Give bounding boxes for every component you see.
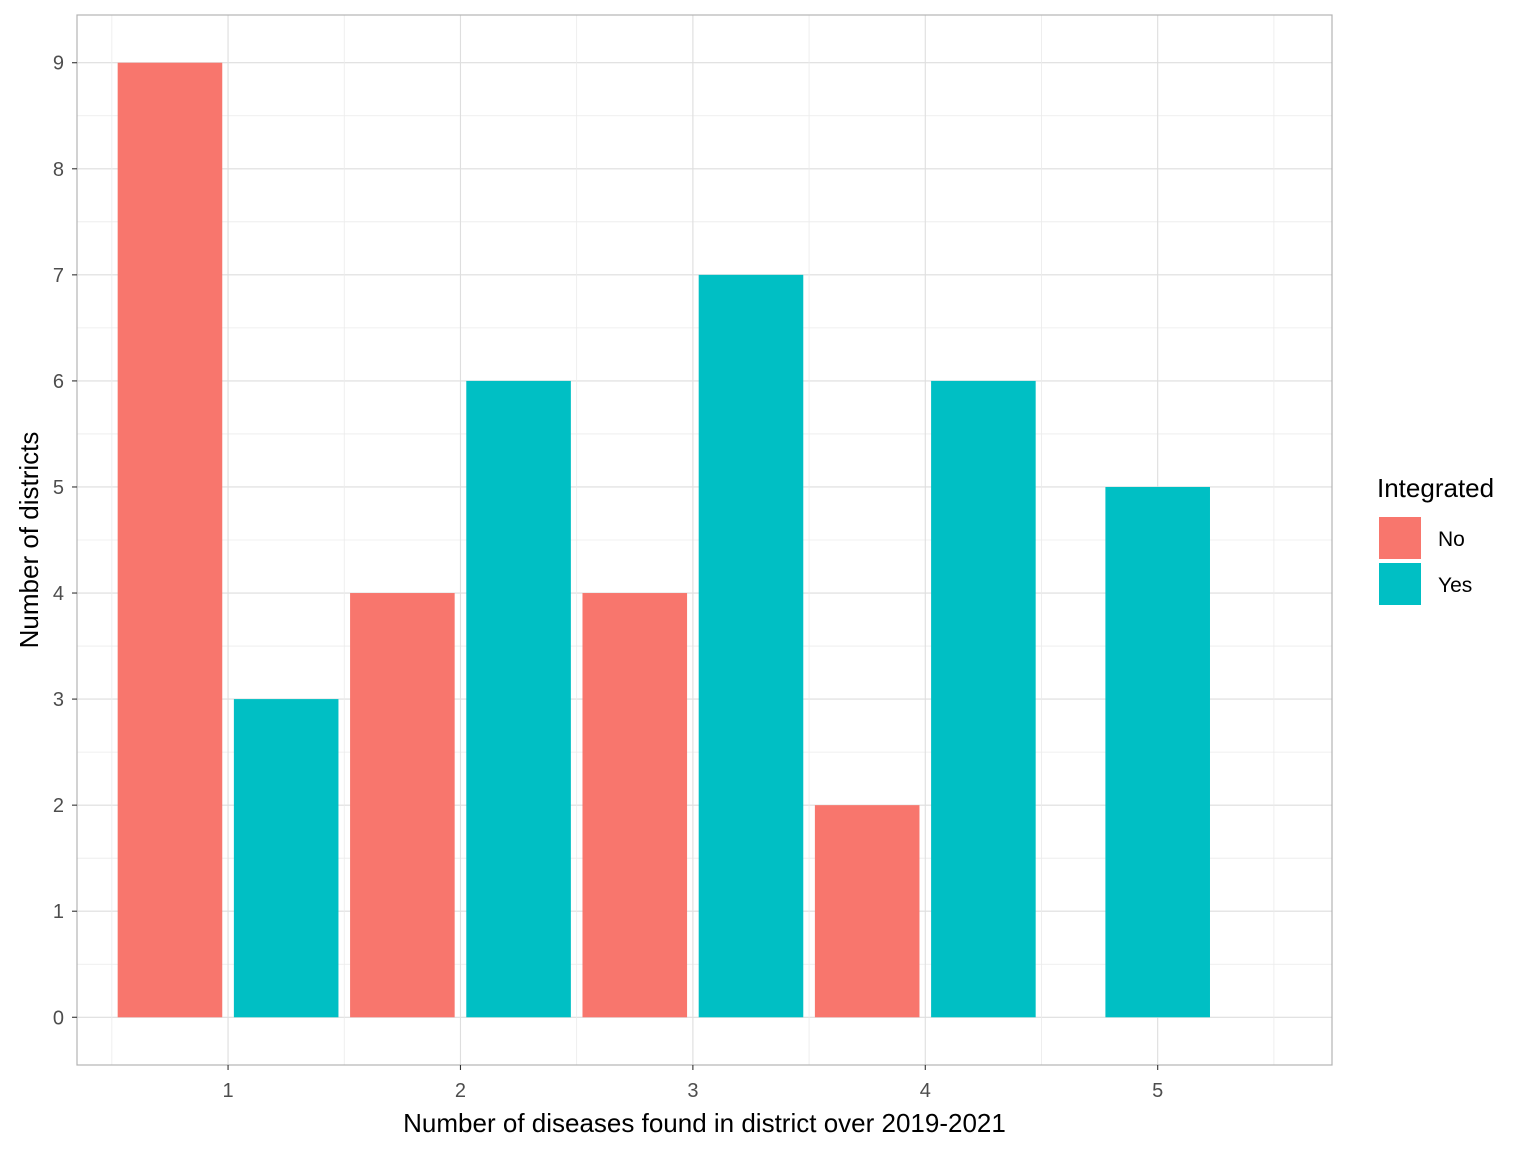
y-tick-label: 2 [53,795,64,817]
y-tick-label: 6 [53,371,64,393]
legend-label-yes: Yes [1438,574,1472,597]
legend-title: Integrated [1377,473,1494,503]
x-tick-label: 1 [223,1080,234,1102]
bar-yes-1 [233,699,339,1018]
bar-yes-4 [931,380,1036,1018]
y-axis-title: Number of districts [14,432,44,649]
panel-border [76,14,1333,1066]
x-tick-label: 5 [1152,1080,1163,1102]
bar-yes-5 [1105,486,1210,1018]
x-axis-title: Number of diseases found in district ove… [403,1108,1006,1138]
x-tick-label: 3 [687,1080,698,1102]
legend-items: No Yes [1379,517,1472,605]
legend: Integrated No Yes [1377,473,1494,605]
y-tick-label: 9 [53,53,64,75]
y-tick-label: 3 [53,689,64,711]
y-tick-label: 0 [53,1007,64,1029]
bar-no-1 [117,62,223,1018]
legend-label-no: No [1438,528,1465,551]
y-tick-label: 7 [53,265,64,287]
legend-key-yes [1379,563,1421,605]
legend-key-no [1379,517,1421,559]
bar-no-4 [814,805,920,1018]
y-tick-label: 8 [53,159,64,181]
y-tick-label: 5 [53,477,64,499]
y-tick-label: 1 [53,901,64,923]
x-tick-label: 4 [920,1080,931,1102]
x-tick-label: 2 [455,1080,466,1102]
y-tick-label: 4 [53,583,64,605]
bar-yes-2 [466,380,571,1018]
bar-no-3 [582,593,688,1018]
bar-yes-3 [698,274,804,1018]
bar-no-2 [350,593,455,1018]
y-axis: 0 1 2 3 4 5 6 7 8 9 [53,53,77,1029]
x-axis: 1 2 3 4 5 [223,1065,1163,1102]
bars [117,62,1210,1018]
